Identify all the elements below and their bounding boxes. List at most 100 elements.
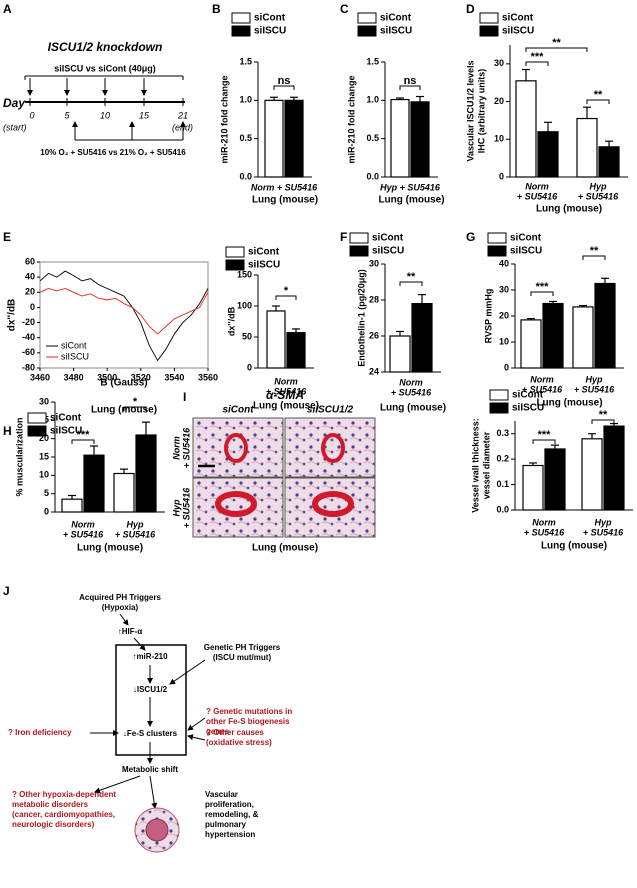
micrograph	[284, 477, 376, 538]
y-tick-label: 0	[30, 302, 35, 312]
day-tick: 15	[139, 110, 150, 120]
significance-bracket	[582, 255, 606, 260]
legend-label: siISCU	[380, 26, 412, 37]
day-tick: 0	[29, 110, 34, 120]
x-tick-label: 3520	[131, 372, 151, 382]
y-tick-label: 10	[494, 134, 504, 144]
legend-swatch	[231, 12, 251, 24]
arrow	[149, 775, 158, 809]
legend-swatch	[27, 412, 47, 424]
x-tick-label: Hyp	[589, 181, 607, 191]
x-axis-label: B (Gauss)	[100, 378, 147, 389]
y-tick-label: 0.5	[366, 133, 379, 143]
significance-label: *	[284, 285, 289, 297]
panel-letter: E	[3, 230, 11, 244]
significance-label: ***	[531, 51, 545, 63]
x-tick-label: + SU5416	[574, 384, 615, 394]
panel-letter: H	[3, 424, 12, 438]
y-axis-label: Endothelin-1 (pg/20μg)	[356, 269, 366, 367]
bar	[389, 335, 411, 373]
y-tick-label: 40	[25, 272, 35, 282]
x-axis-label: Lung (mouse)	[536, 398, 602, 409]
bar	[542, 302, 564, 369]
y-axis-label: miR-210 fold change	[219, 75, 229, 163]
arrow	[187, 734, 206, 741]
y-tick-label: 10	[499, 336, 509, 346]
x-tick-label: + SU5416	[266, 386, 307, 396]
y-tick-label: 20	[39, 433, 49, 443]
y-tick-label: 30	[369, 258, 379, 268]
row-label: Norm	[171, 436, 181, 460]
bar	[284, 99, 304, 178]
vessel	[312, 491, 354, 517]
legend-label: siCont	[50, 413, 82, 424]
x-tick-label: Norm	[274, 376, 298, 386]
significance-bracket	[399, 281, 423, 286]
pathway-node: (Hypoxia)	[102, 603, 139, 612]
legend-label: siISCU	[510, 246, 542, 257]
y-tick-label: 0.2	[496, 454, 509, 464]
y-axis-label: Vascular ISCU1/2 levels	[465, 60, 475, 161]
pathway-node: neurologic disorders)	[12, 820, 95, 829]
pathway-node: ↓Fe-S clusters	[123, 729, 178, 738]
x-axis-label: Lung (mouse)	[77, 543, 143, 554]
x-tick-label: Norm	[71, 519, 95, 529]
y-tick-label: 20	[494, 96, 504, 106]
pathway-node: other Fe-S biogenesis	[206, 717, 290, 726]
significance-label: *	[133, 396, 138, 408]
legend-swatch	[479, 12, 499, 24]
y-tick-label: 0	[44, 506, 49, 516]
legend-label: siISCU	[50, 426, 82, 437]
arrow	[94, 775, 141, 794]
legend-label: siCont	[61, 340, 87, 350]
x-axis-label: Lung (mouse)	[380, 403, 446, 414]
y-tick-label: 1.0	[239, 95, 252, 105]
significance-label: ns	[278, 75, 291, 87]
column-label: siCont	[222, 405, 254, 416]
bar	[515, 80, 537, 178]
legend-swatch	[487, 232, 507, 244]
significance-bracket	[591, 419, 615, 424]
row-label: + SU5416	[181, 487, 191, 528]
legend-swatch	[487, 245, 507, 257]
significance-bracket	[273, 85, 295, 90]
arrow	[169, 659, 206, 685]
pathway-node: Metabolic shift	[122, 765, 178, 774]
significance-bracket	[586, 99, 610, 104]
significance-label: **	[590, 245, 599, 257]
legend-swatch	[225, 259, 245, 271]
bar	[286, 332, 306, 369]
y-axis-label: vessel diameter	[481, 431, 491, 499]
x-tick-label: 3540	[164, 372, 184, 382]
pathway-node: Acquired PH Triggers	[79, 593, 161, 602]
bar	[576, 117, 598, 178]
x-tick-label: + SU5416	[524, 527, 565, 537]
x-tick-label: Norm + SU5416	[251, 182, 318, 192]
caption: Lung (mouse)	[252, 543, 318, 554]
y-tick-label: 5	[44, 488, 49, 498]
legend-label: siISCU	[248, 260, 280, 271]
pathway-node: proliferation,	[205, 800, 254, 809]
y-tick-label: 1.0	[366, 95, 379, 105]
pathway-node: Genetic PH Triggers	[204, 643, 281, 652]
legend-swatch	[349, 245, 369, 257]
bar	[410, 101, 430, 178]
legend-label: siISCU	[254, 26, 286, 37]
bar	[522, 464, 544, 511]
vessel-image-wall	[145, 818, 169, 842]
y-tick-label: 15	[39, 451, 49, 461]
note: siISCU vs siCont (40μg)	[54, 63, 156, 73]
significance-label: **	[407, 271, 416, 283]
legend-label: siCont	[512, 390, 544, 401]
day-tick: 10	[100, 110, 110, 120]
y-tick-label: 40	[499, 258, 509, 268]
day-label: Day	[3, 96, 26, 110]
y-tick-label: 30	[494, 58, 504, 68]
legend-label: siCont	[254, 13, 286, 24]
legend-swatch	[27, 425, 47, 437]
significance-label: ***	[536, 281, 550, 293]
vessel	[321, 433, 345, 463]
vessel	[224, 433, 248, 463]
x-tick-label: Norm	[532, 517, 556, 527]
